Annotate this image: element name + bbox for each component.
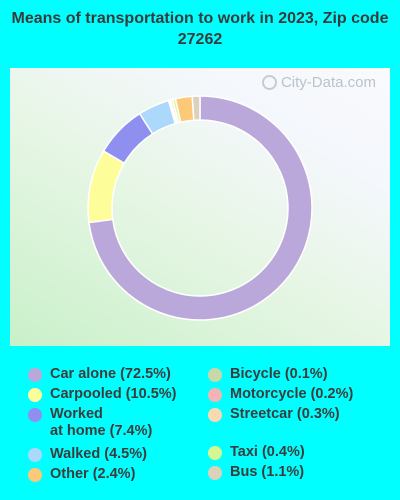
donut-slice — [88, 95, 313, 321]
legend-label: Carpooled (10.5%) — [50, 386, 177, 402]
legend-label: Motorcycle (0.2%) — [230, 386, 354, 402]
legend-item: Bicycle (0.1%) — [208, 366, 328, 383]
legend-label: Other (2.4%) — [50, 466, 136, 482]
legend-item: Streetcar (0.3%) — [208, 406, 340, 423]
legend-item: Worked at home (7.4%) — [28, 406, 152, 440]
legend-item: Motorcycle (0.2%) — [208, 386, 353, 403]
legend-swatch — [28, 388, 42, 402]
legend-swatch — [28, 448, 42, 462]
legend-swatch — [28, 408, 42, 422]
legend-swatch — [28, 468, 42, 482]
legend-label: Walked (4.5%) — [50, 446, 147, 462]
legend-swatch — [208, 408, 222, 422]
legend-swatch — [208, 446, 222, 460]
legend-item: Bus (1.1%) — [208, 464, 304, 481]
legend-swatch — [208, 466, 222, 480]
chart-title: Means of transportation to work in 2023,… — [11, 10, 389, 48]
legend-swatch — [208, 388, 222, 402]
legend-label: Streetcar (0.3%) — [230, 406, 340, 422]
donut-slice — [191, 95, 201, 122]
legend-label: Taxi (0.4%) — [230, 444, 305, 460]
watermark: City-Data.com — [261, 74, 376, 91]
donut-chart — [87, 95, 313, 321]
legend-label: Car alone (72.5%) — [50, 366, 171, 382]
legend-item: Walked (4.5%) — [28, 446, 147, 463]
donut-slice — [87, 149, 126, 224]
legend-swatch — [208, 368, 222, 382]
legend-item: Taxi (0.4%) — [208, 444, 305, 461]
chart-panel: City-Data.com — [10, 68, 390, 346]
legend: Car alone (72.5%) Carpooled (10.5%) Worked… — [0, 366, 400, 496]
legend-swatch — [28, 368, 42, 382]
legend-label: Bicycle (0.1%) — [230, 366, 328, 382]
legend-label: Bus (1.1%) — [230, 464, 305, 480]
watermark-text: City-Data.com — [280, 74, 376, 91]
globe-icon — [261, 75, 277, 90]
legend-label: Worked at home (7.4%) — [50, 406, 153, 439]
legend-item: Other (2.4%) — [28, 466, 135, 483]
legend-item: Car alone (72.5%) — [28, 366, 171, 383]
legend-item: Carpooled (10.5%) — [28, 386, 177, 403]
